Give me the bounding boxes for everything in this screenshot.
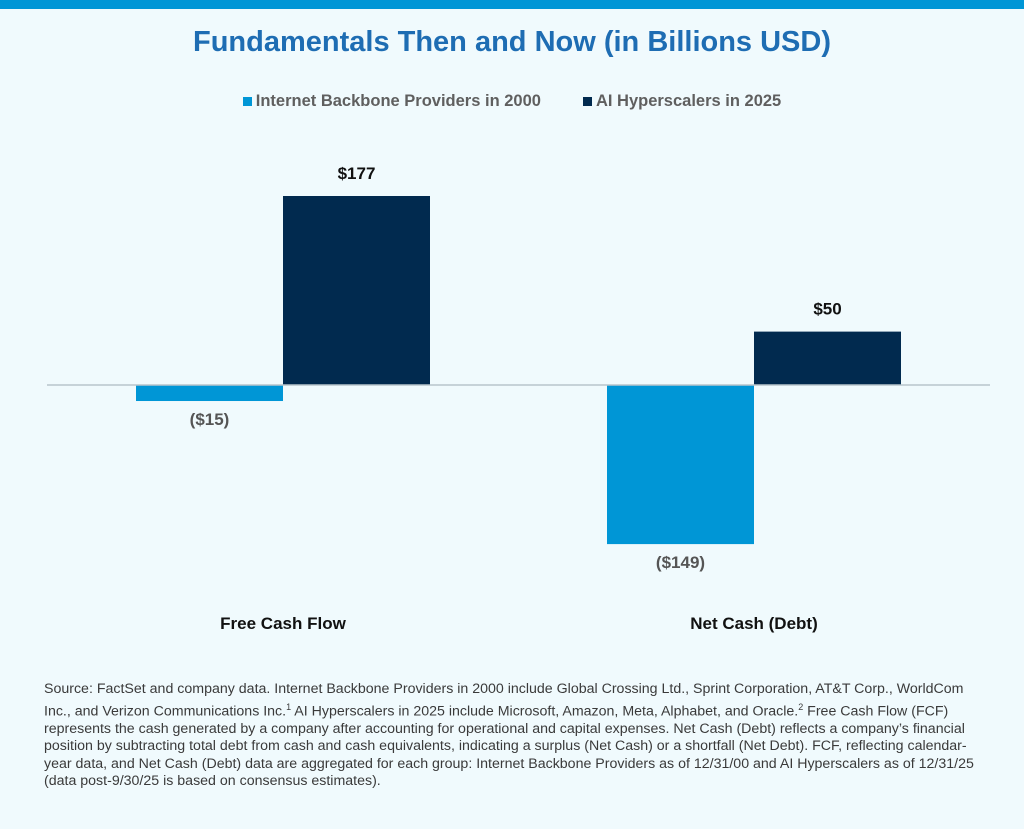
legend: Internet Backbone Providers in 2000 AI H… xyxy=(0,92,1024,111)
legend-label: AI Hyperscalers in 2025 xyxy=(595,92,782,110)
legend-swatch xyxy=(242,97,252,106)
category-label: Free Cash Flow xyxy=(220,614,346,633)
category-label: Net Cash (Debt) xyxy=(690,614,818,633)
legend-swatch xyxy=(582,97,592,106)
data-label: $177 xyxy=(338,164,376,183)
bar xyxy=(283,196,430,385)
legend-item-hyperscalers: AI Hyperscalers in 2025 xyxy=(582,92,782,111)
legend-label: Internet Backbone Providers in 2000 xyxy=(255,92,541,110)
data-label: ($149) xyxy=(656,553,705,572)
data-label: ($15) xyxy=(190,410,230,429)
bar xyxy=(754,331,901,385)
footnote-ref: 2 xyxy=(798,701,804,712)
footnote-ref: 1 xyxy=(286,701,292,712)
footnote-text: Source: FactSet and company data. Intern… xyxy=(44,681,964,720)
footnote: Source: FactSet and company data. Intern… xyxy=(44,681,994,791)
bar xyxy=(607,385,754,545)
bar xyxy=(136,385,283,402)
top-accent-bar xyxy=(0,0,1024,9)
data-label: $50 xyxy=(813,300,841,319)
legend-item-backbone: Internet Backbone Providers in 2000 xyxy=(242,92,541,111)
footnote-text: AI Hyperscalers in 2025 include Microsof… xyxy=(291,703,799,720)
chart-title: Fundamentals Then and Now (in Billions U… xyxy=(192,26,831,58)
footnote-text: Free Cash Flow (FCF) represents the cash… xyxy=(44,703,974,790)
